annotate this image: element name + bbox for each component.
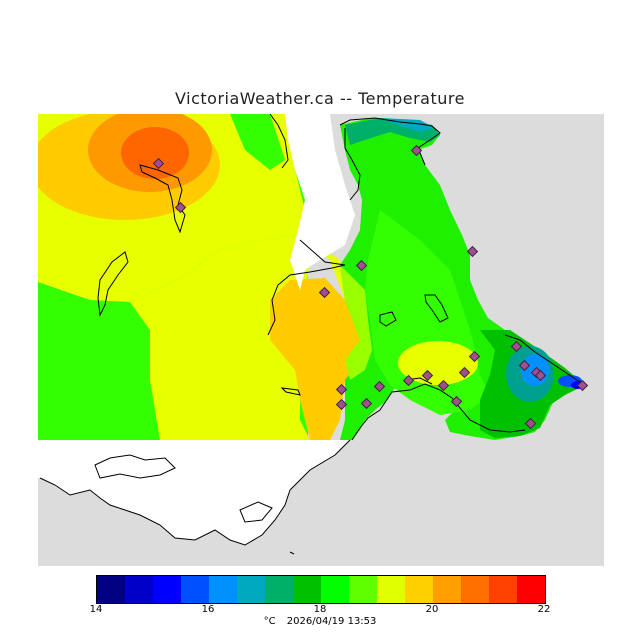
- temperature-contours-west: [38, 114, 360, 440]
- station-marker[interactable]: [466, 245, 479, 258]
- station-marker[interactable]: [468, 350, 481, 363]
- coastlines: [39, 113, 588, 555]
- legend-swatch: [181, 576, 209, 603]
- legend-tick-label: 16: [201, 604, 215, 615]
- station-marker[interactable]: [174, 201, 187, 214]
- station-marker[interactable]: [402, 374, 415, 387]
- legend-swatch: [349, 576, 377, 603]
- legend-swatch: [405, 576, 433, 603]
- map-title: VictoriaWeather.ca -- Temperature: [175, 89, 465, 108]
- legend-swatch: [265, 576, 293, 603]
- legend-tick-label: 22: [537, 604, 551, 615]
- legend-swatch: [517, 576, 545, 603]
- station-marker[interactable]: [318, 286, 331, 299]
- legend-swatch: [293, 576, 321, 603]
- station-marker[interactable]: [373, 380, 386, 393]
- station-marker[interactable]: [410, 144, 423, 157]
- legend-swatch: [209, 576, 237, 603]
- legend-swatch: [433, 576, 461, 603]
- station-marker[interactable]: [421, 369, 434, 382]
- haro-strait-water: [285, 114, 355, 290]
- legend-caption: °C 2026/04/19 13:53: [0, 616, 640, 627]
- temperature-color-scale: [96, 575, 546, 604]
- legend-swatch: [97, 576, 125, 603]
- station-marker[interactable]: [518, 359, 531, 372]
- station-marker[interactable]: [458, 366, 471, 379]
- station-marker[interactable]: [437, 379, 450, 392]
- station-marker[interactable]: [335, 383, 348, 396]
- legend-swatch: [321, 576, 349, 603]
- legend-swatch: [489, 576, 517, 603]
- temperature-contours-east: [340, 118, 585, 440]
- legend-tick-label: 20: [425, 604, 439, 615]
- legend-swatch: [153, 576, 181, 603]
- juan-de-fuca-water: [38, 440, 350, 545]
- legend-swatch: [125, 576, 153, 603]
- station-marker[interactable]: [576, 379, 589, 392]
- station-marker[interactable]: [510, 340, 523, 353]
- legend-timestamp: 2026/04/19 13:53: [286, 616, 377, 627]
- station-markers: [152, 144, 589, 430]
- station-marker[interactable]: [534, 369, 547, 382]
- station-marker[interactable]: [524, 417, 537, 430]
- legend-swatch: [377, 576, 405, 603]
- station-marker[interactable]: [450, 395, 463, 408]
- station-marker[interactable]: [355, 259, 368, 272]
- station-marker[interactable]: [360, 397, 373, 410]
- legend-swatch: [237, 576, 265, 603]
- station-marker[interactable]: [335, 398, 348, 411]
- legend-tick-label: 18: [313, 604, 327, 615]
- legend-swatch: [461, 576, 489, 603]
- station-marker[interactable]: [152, 157, 165, 170]
- legend-unit: °C: [263, 616, 276, 627]
- legend-tick-label: 14: [89, 604, 103, 615]
